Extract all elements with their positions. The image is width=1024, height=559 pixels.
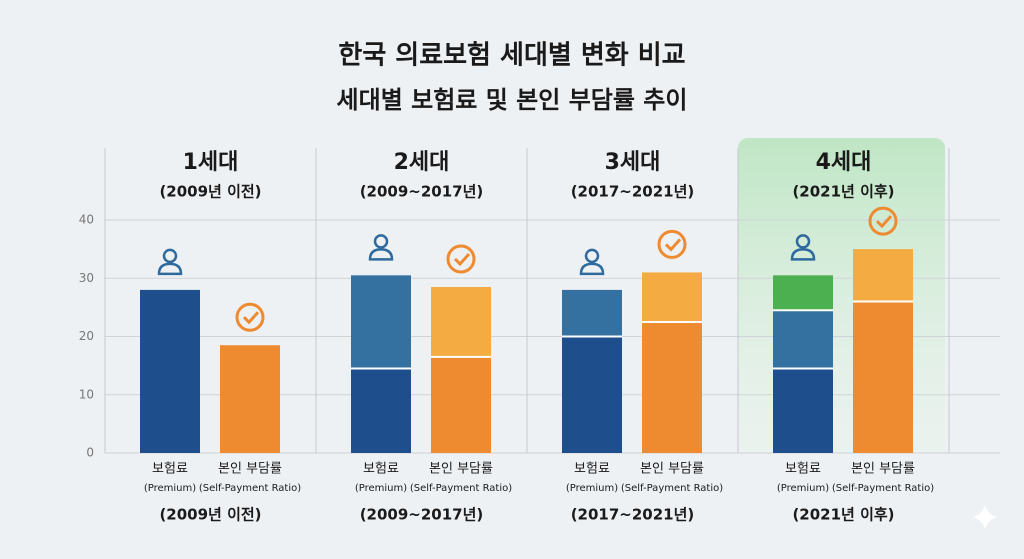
bar-segment bbox=[773, 275, 833, 311]
bar-segment bbox=[220, 345, 280, 453]
period-label: (2021년 이후) bbox=[792, 183, 894, 201]
period-footer: (2021년 이후) bbox=[792, 506, 894, 524]
bar-segment bbox=[351, 275, 411, 369]
check-icon bbox=[875, 215, 893, 229]
person-icon bbox=[368, 248, 394, 261]
bar-segment bbox=[562, 289, 622, 337]
sparkle-icon bbox=[973, 505, 997, 529]
bar-segment bbox=[773, 368, 833, 453]
person-icon bbox=[373, 234, 389, 249]
bar-segment bbox=[562, 336, 622, 453]
bar-segment bbox=[773, 310, 833, 369]
bar-segment bbox=[431, 356, 491, 453]
period-label: (2009년 이전) bbox=[159, 183, 261, 201]
person-icon bbox=[162, 248, 178, 264]
chart-title: 한국 의료보험 세대별 변화 비교 bbox=[338, 41, 685, 71]
check-icon bbox=[235, 302, 265, 332]
check-icon bbox=[664, 238, 682, 252]
y-tick-label: 40 bbox=[79, 213, 94, 227]
check-icon bbox=[446, 244, 476, 274]
bar-sublabel: (Premium) bbox=[777, 483, 829, 494]
bar-sublabel: (Premium) bbox=[566, 483, 618, 494]
period-footer: (2009년 이전) bbox=[159, 506, 261, 524]
bar-label: 보험료 bbox=[574, 462, 610, 477]
person-icon bbox=[584, 248, 600, 264]
check-icon bbox=[453, 252, 471, 267]
y-tick-label: 30 bbox=[79, 271, 94, 285]
bar-label: 본인 부담률 bbox=[640, 462, 704, 477]
check-icon bbox=[868, 206, 898, 236]
y-tick-label: 10 bbox=[79, 387, 94, 401]
bar-label: 본인 부담률 bbox=[851, 462, 915, 477]
bar-label: 본인 부담률 bbox=[218, 462, 282, 477]
person-icon bbox=[157, 262, 183, 276]
person-icon bbox=[579, 262, 605, 276]
bar-sublabel: (Self-Payment Ratio) bbox=[832, 483, 934, 494]
bar-segment bbox=[140, 289, 200, 453]
bar-segment bbox=[431, 286, 491, 357]
check-icon bbox=[242, 311, 260, 325]
bar-sublabel: (Self-Payment Ratio) bbox=[621, 483, 723, 494]
period-footer: (2017~2021년) bbox=[571, 506, 695, 524]
category-label: 3세대 bbox=[605, 150, 661, 175]
y-tick-label: 0 bbox=[86, 446, 94, 460]
bar-segment bbox=[853, 301, 913, 453]
chart-subtitle: 세대별 보험료 및 본인 부담률 추이 bbox=[337, 86, 688, 114]
category-label: 1세대 bbox=[183, 150, 239, 175]
bar-segment bbox=[853, 249, 913, 302]
bar-label: 보험료 bbox=[152, 462, 188, 477]
bar-label: 본인 부담률 bbox=[429, 462, 493, 477]
bar-sublabel: (Self-Payment Ratio) bbox=[410, 483, 512, 494]
check-icon bbox=[657, 229, 687, 259]
bar-sublabel: (Premium) bbox=[144, 483, 196, 494]
bar-sublabel: (Premium) bbox=[355, 483, 407, 494]
person-icon bbox=[795, 234, 811, 249]
category-label: 2세대 bbox=[394, 150, 450, 175]
bar-segment bbox=[642, 321, 702, 453]
period-label: (2009~2017년) bbox=[360, 183, 484, 201]
category-label: 4세대 bbox=[816, 150, 872, 175]
bar-label: 보험료 bbox=[785, 462, 821, 477]
period-label: (2017~2021년) bbox=[571, 183, 695, 201]
person-icon bbox=[790, 248, 816, 261]
y-tick-label: 20 bbox=[79, 329, 94, 343]
bar-sublabel: (Self-Payment Ratio) bbox=[199, 483, 301, 494]
period-footer: (2009~2017년) bbox=[360, 506, 484, 524]
bar-segment bbox=[642, 272, 702, 322]
bar-label: 보험료 bbox=[363, 462, 399, 477]
bar-segment bbox=[351, 368, 411, 453]
